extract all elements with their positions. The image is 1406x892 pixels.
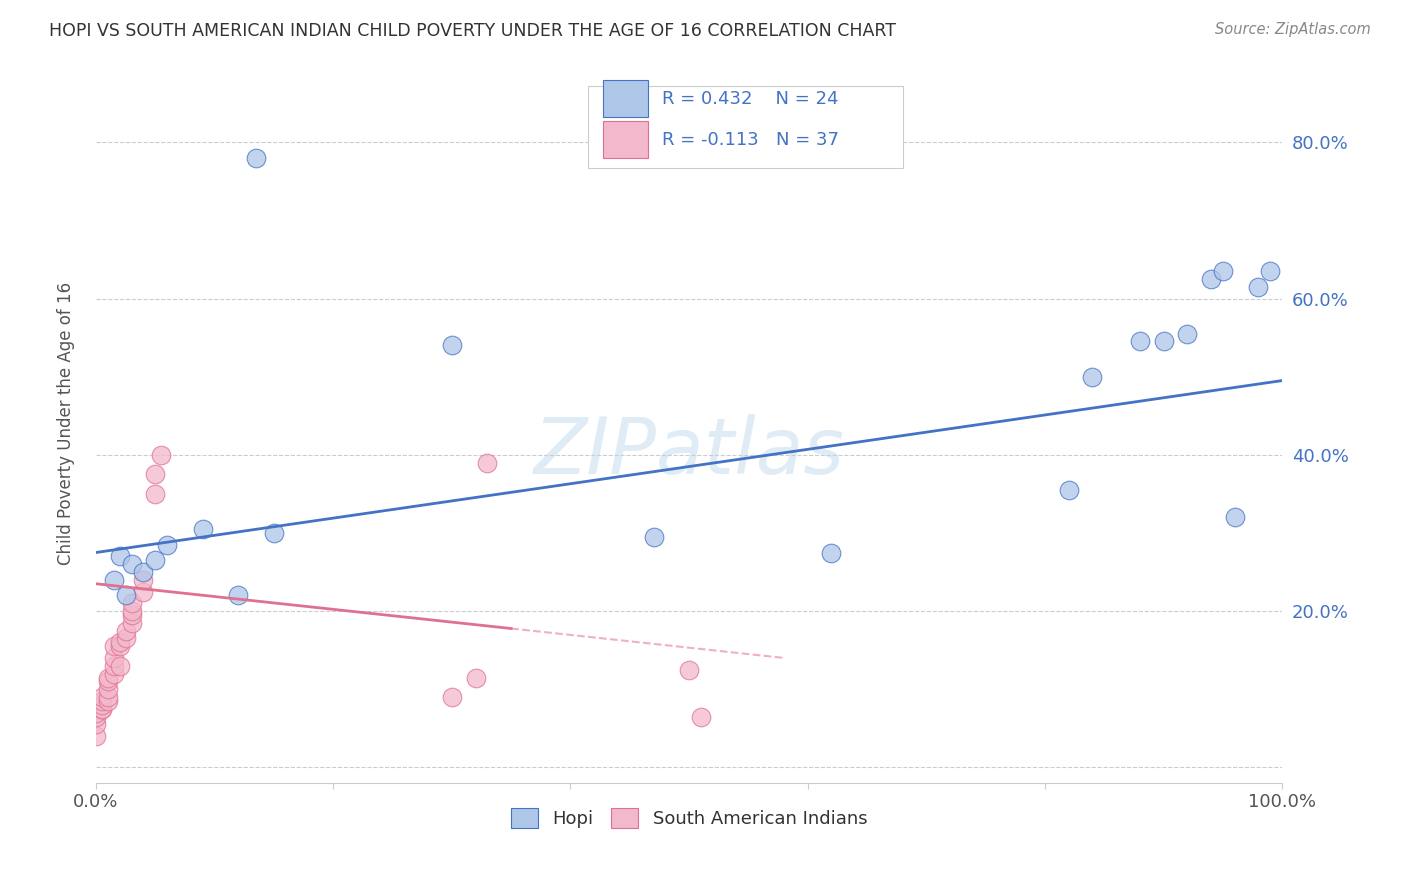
- Point: [108, 640, 131, 654]
- Point: [1212, 264, 1234, 278]
- Text: HOPI VS SOUTH AMERICAN INDIAN CHILD POVERTY UNDER THE AGE OF 16 CORRELATION CHAR: HOPI VS SOUTH AMERICAN INDIAN CHILD POVE…: [49, 22, 896, 40]
- Point: [103, 666, 125, 681]
- Point: [103, 651, 125, 665]
- Point: [132, 584, 155, 599]
- Text: Source: ZipAtlas.com: Source: ZipAtlas.com: [1215, 22, 1371, 37]
- Point: [114, 589, 136, 603]
- Point: [114, 624, 136, 638]
- Point: [228, 589, 250, 603]
- Point: [84, 706, 107, 720]
- Point: [91, 690, 114, 704]
- Point: [1153, 334, 1175, 349]
- Point: [143, 467, 166, 482]
- Point: [91, 694, 114, 708]
- Point: [84, 709, 107, 723]
- Point: [1223, 510, 1246, 524]
- Point: [643, 530, 665, 544]
- Point: [97, 694, 120, 708]
- Text: R = 0.432    N = 24: R = 0.432 N = 24: [662, 89, 838, 108]
- Point: [1129, 334, 1152, 349]
- Point: [84, 729, 107, 743]
- Point: [121, 604, 143, 618]
- Point: [108, 658, 131, 673]
- Point: [1057, 483, 1080, 497]
- Point: [150, 448, 173, 462]
- Point: [690, 709, 713, 723]
- Point: [91, 702, 114, 716]
- Point: [97, 674, 120, 689]
- Y-axis label: Child Poverty Under the Age of 16: Child Poverty Under the Age of 16: [58, 282, 75, 566]
- Point: [114, 632, 136, 646]
- Point: [84, 717, 107, 731]
- Point: [121, 615, 143, 630]
- Point: [678, 663, 700, 677]
- Point: [440, 690, 463, 704]
- Point: [440, 338, 463, 352]
- Point: [97, 671, 120, 685]
- Point: [132, 573, 155, 587]
- Point: [156, 538, 179, 552]
- Point: [108, 635, 131, 649]
- Point: [263, 525, 285, 540]
- Legend: Hopi, South American Indians: Hopi, South American Indians: [503, 801, 875, 835]
- Point: [97, 690, 120, 704]
- Point: [103, 573, 125, 587]
- Point: [191, 522, 214, 536]
- Point: [132, 565, 155, 579]
- Point: [143, 553, 166, 567]
- Point: [1175, 326, 1198, 341]
- FancyBboxPatch shape: [588, 86, 903, 169]
- Point: [103, 658, 125, 673]
- Point: [121, 607, 143, 622]
- Point: [245, 151, 267, 165]
- Point: [477, 456, 499, 470]
- Point: [91, 698, 114, 712]
- Text: ZIPatlas: ZIPatlas: [534, 414, 845, 491]
- Point: [97, 682, 120, 697]
- Text: R = -0.113   N = 37: R = -0.113 N = 37: [662, 130, 839, 149]
- Point: [91, 702, 114, 716]
- Point: [464, 671, 486, 685]
- Point: [121, 558, 143, 572]
- Point: [143, 487, 166, 501]
- Bar: [603, 80, 648, 117]
- Point: [121, 596, 143, 610]
- Point: [1260, 264, 1282, 278]
- Point: [108, 549, 131, 564]
- Point: [103, 640, 125, 654]
- Point: [1247, 280, 1270, 294]
- Point: [1199, 272, 1222, 286]
- Bar: [603, 120, 648, 158]
- Point: [820, 545, 842, 559]
- Point: [1081, 369, 1104, 384]
